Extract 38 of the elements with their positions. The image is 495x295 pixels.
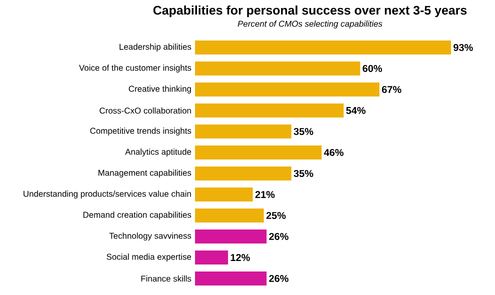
data-label: 26% (269, 274, 288, 282)
bar (195, 40, 452, 54)
data-label: 93% (454, 44, 473, 52)
bar (195, 188, 253, 202)
data-label: 21% (255, 190, 275, 198)
data-label: 26% (269, 232, 288, 240)
y-tick-label: Leadership abilities (120, 44, 192, 52)
bar (195, 82, 380, 96)
bar (195, 166, 292, 181)
y-tick-label: Competitive trends insights (90, 128, 192, 136)
chart-subtitle: Percent of CMOs selecting capabilities (238, 20, 382, 28)
bar (195, 230, 267, 244)
data-label: 35% (294, 128, 314, 136)
y-tick-label: Social media expertise (106, 254, 192, 262)
data-label: 67% (382, 86, 402, 94)
y-tick-label: Management capabilities (98, 170, 192, 178)
data-label: 35% (294, 170, 314, 178)
bar (195, 62, 360, 76)
bar (195, 272, 267, 286)
bar (195, 124, 292, 138)
bar (195, 104, 344, 118)
data-label: 54% (346, 106, 366, 114)
y-tick-label: Understanding products/services value chain (24, 190, 191, 198)
bar (195, 250, 228, 265)
data-label: 60% (362, 64, 382, 72)
y-tick-label: Finance skills (141, 275, 192, 282)
chart-title: Capabilities for personal success over next 3-5 years (153, 6, 467, 18)
data-label: 12% (230, 254, 250, 262)
y-tick-label: Creative thinking (128, 86, 191, 94)
data-label: 25% (266, 212, 286, 220)
bar (195, 146, 322, 160)
y-tick-label: Voice of the customer insights (79, 64, 192, 72)
y-tick-label: Cross-CxO collaboration (100, 107, 191, 114)
y-tick-label: Technology savviness (109, 232, 192, 240)
bar (195, 208, 264, 223)
y-tick-label: Analytics aptitude (125, 148, 192, 156)
data-label: 46% (324, 148, 344, 156)
y-tick-label: Demand creation capabilities (83, 212, 192, 220)
